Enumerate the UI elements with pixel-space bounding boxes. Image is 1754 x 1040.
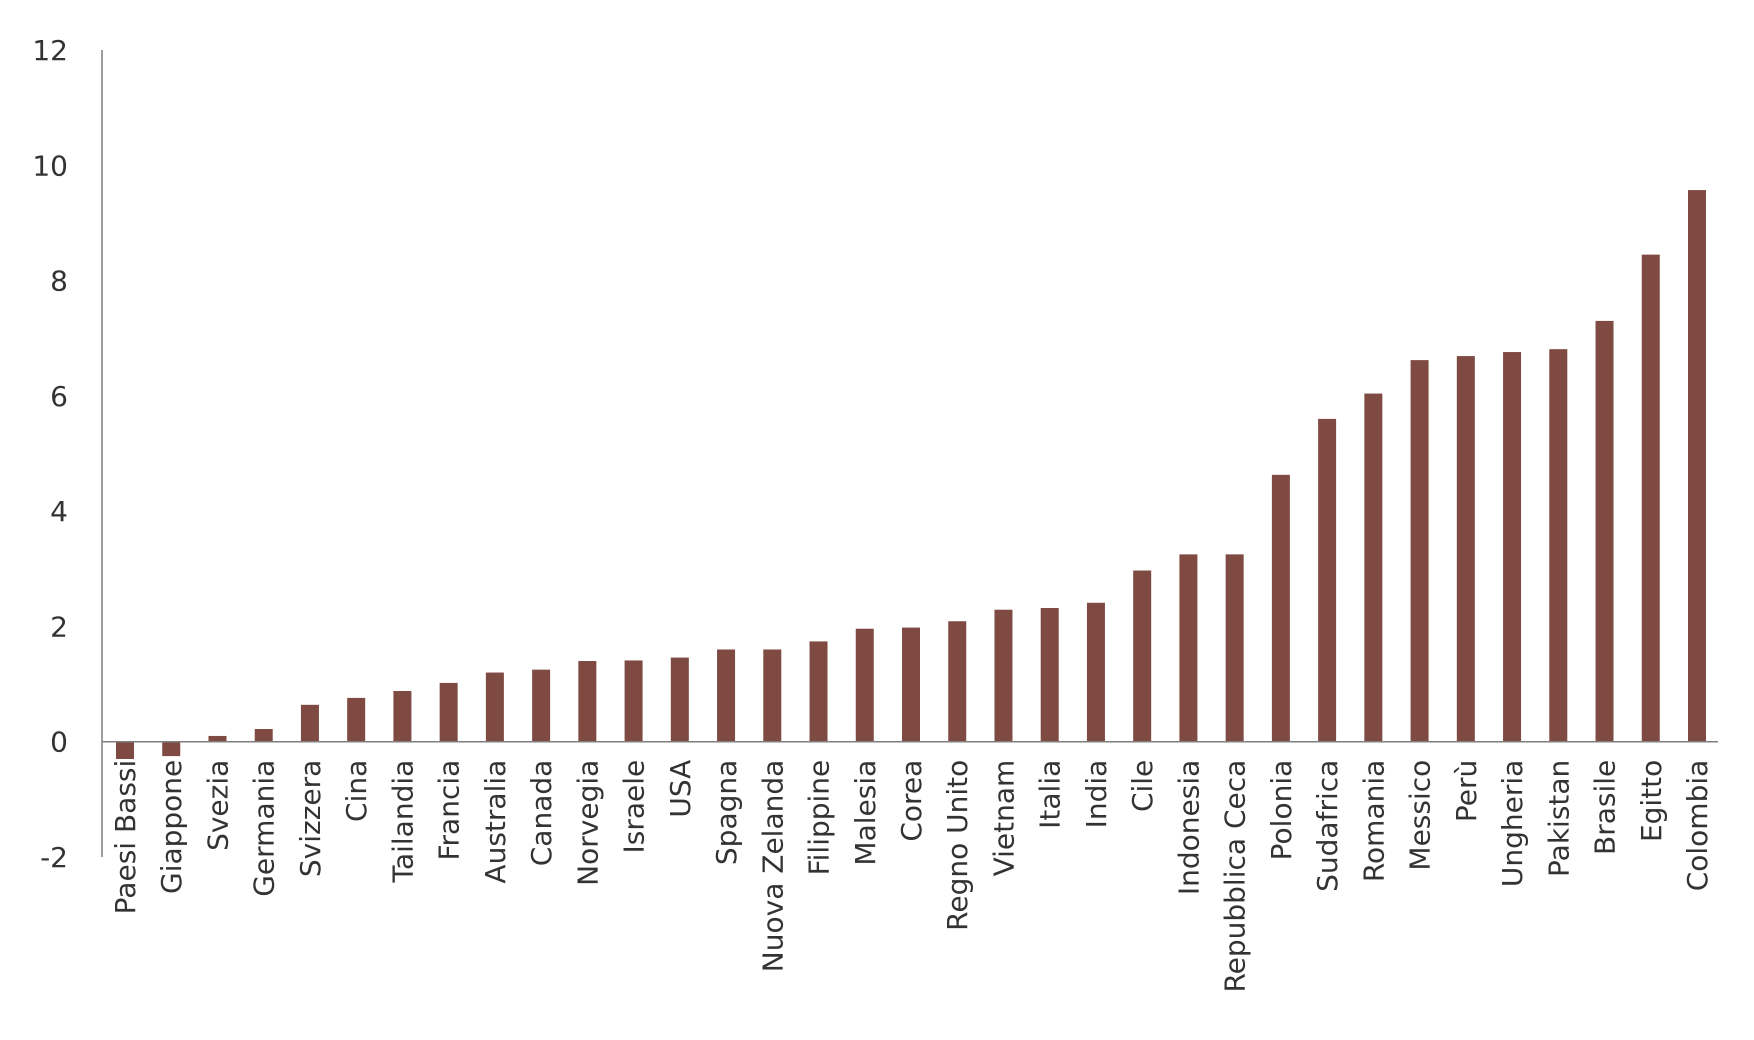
x-tick-label: Ungheria bbox=[1496, 760, 1529, 887]
bar bbox=[1179, 554, 1198, 742]
y-tick-label: 2 bbox=[50, 610, 68, 643]
bar bbox=[1641, 254, 1660, 742]
bar bbox=[763, 649, 782, 742]
x-tick-label: Indonesia bbox=[1172, 760, 1205, 895]
x-tick-label: Israele bbox=[618, 760, 651, 854]
x-tick-label: Romania bbox=[1357, 760, 1390, 882]
y-tick-label: 6 bbox=[50, 380, 68, 413]
bar bbox=[948, 621, 967, 742]
x-tick-label: Svizzera bbox=[294, 760, 327, 877]
x-tick-label: Messico bbox=[1404, 760, 1437, 871]
bar bbox=[1503, 352, 1522, 742]
x-axis-labels: Paesi Bassi Giappone Svezia Germania Svizzer… bbox=[109, 760, 1714, 993]
bar bbox=[1595, 320, 1614, 742]
bar bbox=[1133, 570, 1152, 742]
x-tick-label: Regno Unito bbox=[941, 760, 974, 931]
x-tick-label: Cile bbox=[1126, 760, 1159, 812]
bars bbox=[116, 190, 1706, 759]
x-tick-label: Egitto bbox=[1635, 760, 1668, 842]
bar bbox=[1688, 190, 1706, 742]
bar bbox=[902, 627, 920, 742]
bar bbox=[439, 682, 458, 742]
bar bbox=[670, 657, 689, 742]
y-tick-label: 12 bbox=[32, 34, 68, 67]
y-tick-label: 8 bbox=[50, 265, 68, 298]
bar bbox=[578, 661, 597, 742]
x-tick-label: Francia bbox=[433, 760, 466, 861]
bar bbox=[1456, 356, 1475, 742]
bar bbox=[532, 669, 551, 742]
bar bbox=[855, 628, 874, 742]
bar bbox=[347, 697, 366, 742]
x-tick-label: Spagna bbox=[710, 760, 743, 865]
x-tick-label: Repubblica Ceca bbox=[1219, 760, 1252, 993]
x-tick-label: Giappone bbox=[155, 760, 188, 894]
bar bbox=[1225, 554, 1244, 742]
bar bbox=[1086, 602, 1105, 742]
x-tick-label: Germania bbox=[248, 760, 281, 897]
bar bbox=[994, 609, 1013, 742]
x-tick-label: Polonia bbox=[1265, 760, 1298, 861]
x-tick-label: Corea bbox=[895, 760, 928, 842]
x-tick-label: Brasile bbox=[1589, 760, 1622, 855]
y-tick-label: 10 bbox=[32, 149, 68, 182]
bar bbox=[116, 741, 134, 759]
x-tick-label: Svezia bbox=[201, 760, 234, 851]
x-tick-label: Norvegia bbox=[571, 760, 604, 886]
x-tick-label: India bbox=[1080, 760, 1113, 829]
bar bbox=[300, 704, 319, 742]
x-tick-label: Tailandia bbox=[386, 760, 419, 884]
bar bbox=[1549, 349, 1568, 742]
bar bbox=[717, 649, 736, 742]
x-tick-label: Cina bbox=[340, 760, 373, 822]
bar bbox=[162, 741, 181, 757]
x-tick-label: Perù bbox=[1450, 760, 1483, 822]
x-tick-label: USA bbox=[664, 760, 697, 818]
x-tick-label: Pakistan bbox=[1542, 760, 1575, 877]
x-tick-label: Italia bbox=[1034, 760, 1067, 829]
axes bbox=[101, 50, 1718, 857]
x-tick-label: Colombia bbox=[1681, 760, 1714, 892]
bar bbox=[393, 690, 412, 742]
x-tick-label: Sudafrica bbox=[1311, 760, 1344, 892]
bar bbox=[1410, 360, 1429, 742]
bar bbox=[1364, 393, 1383, 742]
x-tick-label: Malesia bbox=[849, 760, 882, 866]
bar bbox=[485, 672, 504, 742]
bar bbox=[1040, 607, 1059, 742]
bar bbox=[809, 641, 828, 742]
x-tick-label: Australia bbox=[479, 760, 512, 884]
bar bbox=[1271, 474, 1290, 742]
x-tick-label: Canada bbox=[525, 760, 558, 867]
y-tick-label: 0 bbox=[50, 726, 68, 759]
bar bbox=[208, 735, 227, 742]
bar bbox=[254, 729, 273, 742]
y-tick-label: 4 bbox=[50, 495, 68, 528]
bar bbox=[624, 660, 643, 742]
y-axis-ticks: -2 0 2 4 6 8 10 12 bbox=[32, 34, 68, 874]
bar bbox=[1318, 418, 1337, 742]
x-tick-label: Filippine bbox=[803, 760, 836, 876]
y-tick-label: -2 bbox=[40, 841, 68, 874]
x-tick-label: Vietnam bbox=[987, 760, 1020, 877]
x-tick-label: Paesi Bassi bbox=[109, 760, 142, 915]
x-tick-label: Nuova Zelanda bbox=[756, 760, 789, 972]
